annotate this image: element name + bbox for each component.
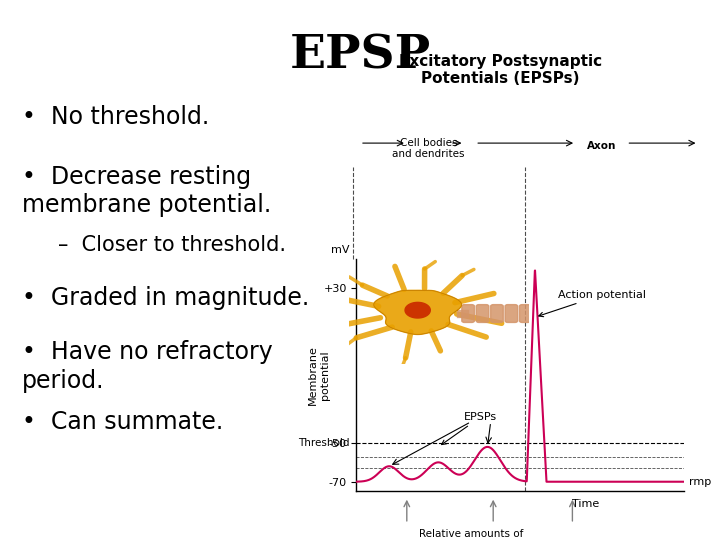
Text: –  Closer to threshold.: – Closer to threshold.: [58, 235, 286, 255]
Text: •  Graded in magnitude.: • Graded in magnitude.: [22, 286, 309, 310]
Text: rmp: rmp: [689, 477, 711, 487]
Text: Excitatory Postsynaptic
Potentials (EPSPs): Excitatory Postsynaptic Potentials (EPSP…: [399, 54, 602, 86]
Text: Relative amounts of
excitatory neurotransmitter: Relative amounts of excitatory neurotran…: [399, 529, 544, 540]
Text: •  Can summate.: • Can summate.: [22, 410, 223, 434]
Polygon shape: [405, 302, 431, 318]
FancyBboxPatch shape: [462, 305, 474, 322]
Text: Cell bodies
and dendrites: Cell bodies and dendrites: [392, 138, 464, 159]
Text: Action potential: Action potential: [539, 290, 646, 316]
Text: EPSP: EPSP: [289, 32, 431, 78]
Text: mV: mV: [331, 245, 350, 254]
Text: Time: Time: [572, 499, 599, 509]
FancyBboxPatch shape: [505, 305, 518, 322]
Text: Axon: Axon: [587, 141, 616, 152]
Text: •  Decrease resting
membrane potential.: • Decrease resting membrane potential.: [22, 165, 271, 218]
Polygon shape: [374, 291, 462, 334]
Text: Threshold: Threshold: [298, 438, 350, 448]
FancyBboxPatch shape: [490, 305, 503, 322]
Y-axis label: Membrane
potential: Membrane potential: [308, 346, 330, 405]
FancyBboxPatch shape: [476, 305, 489, 322]
Text: •  Have no refractory
period.: • Have no refractory period.: [22, 340, 272, 393]
FancyBboxPatch shape: [519, 305, 531, 322]
Text: •  No threshold.: • No threshold.: [22, 105, 209, 129]
Text: EPSPs: EPSPs: [441, 412, 498, 444]
